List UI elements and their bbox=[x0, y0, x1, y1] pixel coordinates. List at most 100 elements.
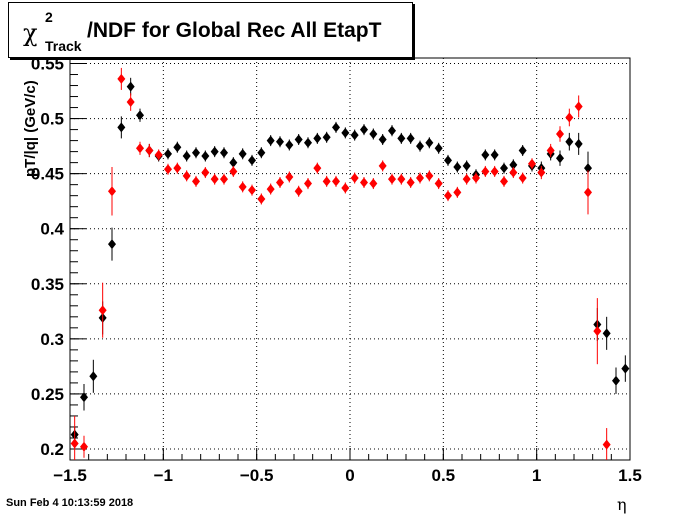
x-axis-ticks: −1.5 −1 −0.5 0 0.5 1 1.5 bbox=[53, 448, 642, 485]
title-subscript: Track bbox=[45, 38, 82, 54]
red-data-point bbox=[472, 173, 480, 184]
title-symbol: χ bbox=[23, 19, 38, 47]
red-data-point bbox=[360, 177, 368, 188]
x-tick-label: 0.5 bbox=[432, 466, 456, 485]
red-data-point bbox=[584, 187, 592, 198]
red-data-point bbox=[397, 174, 406, 185]
red-data-point bbox=[546, 145, 555, 156]
red-data-point bbox=[154, 149, 163, 160]
red-data-point bbox=[500, 176, 508, 187]
red-data-point bbox=[164, 164, 172, 175]
red-data-point bbox=[210, 174, 219, 185]
black-data-point bbox=[434, 143, 443, 154]
red-data-point bbox=[537, 167, 546, 178]
black-data-point bbox=[425, 137, 434, 148]
y-tick-label: 0.45 bbox=[31, 165, 64, 184]
timestamp: Sun Feb 4 10:13:59 2018 bbox=[6, 497, 134, 509]
black-data-point bbox=[89, 371, 98, 382]
black-data-point bbox=[416, 141, 424, 152]
red-data-point bbox=[556, 128, 564, 139]
black-data-point bbox=[80, 392, 88, 403]
black-data-point bbox=[257, 147, 266, 158]
black-data-point bbox=[182, 151, 191, 162]
black-data-point bbox=[518, 145, 527, 156]
black-data-point bbox=[584, 163, 592, 174]
red-data-point bbox=[248, 185, 256, 196]
black-data-point bbox=[117, 122, 126, 133]
black-data-point bbox=[444, 155, 452, 166]
red-data-point bbox=[593, 326, 602, 337]
black-data-point bbox=[612, 375, 620, 386]
black-data-point bbox=[500, 163, 508, 174]
red-data-point bbox=[406, 177, 415, 188]
red-data-point bbox=[229, 166, 238, 177]
black-data-point bbox=[360, 124, 368, 135]
black-data-point bbox=[266, 135, 275, 146]
red-data-point bbox=[238, 181, 247, 192]
x-tick-label: 1 bbox=[532, 466, 541, 485]
red-data-point bbox=[462, 174, 471, 185]
title-superscript: 2 bbox=[45, 9, 53, 25]
black-data-point bbox=[565, 136, 574, 147]
black-data-point bbox=[350, 130, 359, 141]
black-data-point bbox=[201, 151, 210, 162]
red-data-point bbox=[602, 439, 611, 450]
red-data-point bbox=[192, 176, 200, 187]
red-data-point bbox=[481, 166, 490, 177]
red-data-point bbox=[80, 441, 88, 452]
black-data-point bbox=[220, 147, 228, 158]
chart-title: χ 2 Track /NDF for Global Rec All EtapT bbox=[8, 2, 413, 58]
y-tick-label: 0.3 bbox=[40, 330, 64, 349]
black-data-point bbox=[378, 134, 387, 145]
black-data-point bbox=[276, 136, 284, 147]
x-tick-label: 1.5 bbox=[618, 466, 642, 485]
black-data-point bbox=[164, 148, 172, 159]
red-data-point bbox=[425, 170, 434, 181]
red-data-point bbox=[117, 73, 126, 84]
black-data-point bbox=[406, 133, 415, 144]
red-data-point bbox=[313, 163, 322, 174]
black-data-point bbox=[602, 328, 611, 339]
red-data-point bbox=[565, 112, 574, 123]
red-data-point bbox=[98, 305, 107, 316]
black-data-point bbox=[294, 134, 303, 145]
black-data-point bbox=[341, 127, 350, 138]
black-data-point bbox=[369, 128, 378, 139]
title-text: /NDF for Global Rec All EtapT bbox=[87, 19, 382, 42]
y-axis-ticks: 0.2 0.25 0.3 0.35 0.4 0.45 0.5 0.55 bbox=[31, 55, 86, 461]
grid-lines bbox=[70, 58, 630, 460]
red-data-point bbox=[369, 178, 378, 189]
y-tick-label: 0.5 bbox=[40, 110, 64, 129]
black-data-point bbox=[229, 157, 238, 168]
red-data-point bbox=[518, 173, 527, 184]
red-data-point bbox=[182, 170, 191, 181]
black-data-point bbox=[574, 138, 583, 149]
red-data-point bbox=[574, 101, 583, 112]
red-data-point bbox=[285, 171, 294, 182]
black-data-point bbox=[304, 137, 312, 148]
red-data-point bbox=[416, 173, 424, 184]
black-data-point bbox=[453, 162, 462, 173]
black-data-point bbox=[322, 132, 331, 143]
black-data-point bbox=[332, 122, 340, 133]
red-data-point bbox=[453, 187, 462, 198]
black-data-point bbox=[556, 153, 564, 164]
black-data-point bbox=[192, 147, 200, 158]
red-data-point bbox=[490, 166, 499, 177]
black-data-point bbox=[490, 149, 499, 160]
black-data-point bbox=[621, 363, 630, 374]
x-tick-label: −1 bbox=[154, 466, 173, 485]
red-data-point bbox=[350, 173, 359, 184]
red-data-point bbox=[276, 177, 284, 188]
black-data-point bbox=[173, 142, 182, 153]
y-tick-label: 0.55 bbox=[31, 55, 64, 74]
red-data-point bbox=[145, 145, 154, 156]
red-data-point bbox=[201, 167, 210, 178]
red-data-point bbox=[173, 163, 182, 174]
red-data-point bbox=[341, 182, 350, 193]
x-tick-label: −0.5 bbox=[240, 466, 274, 485]
red-data-point bbox=[322, 176, 331, 187]
red-data-point bbox=[108, 186, 116, 197]
red-data-point bbox=[257, 193, 266, 204]
